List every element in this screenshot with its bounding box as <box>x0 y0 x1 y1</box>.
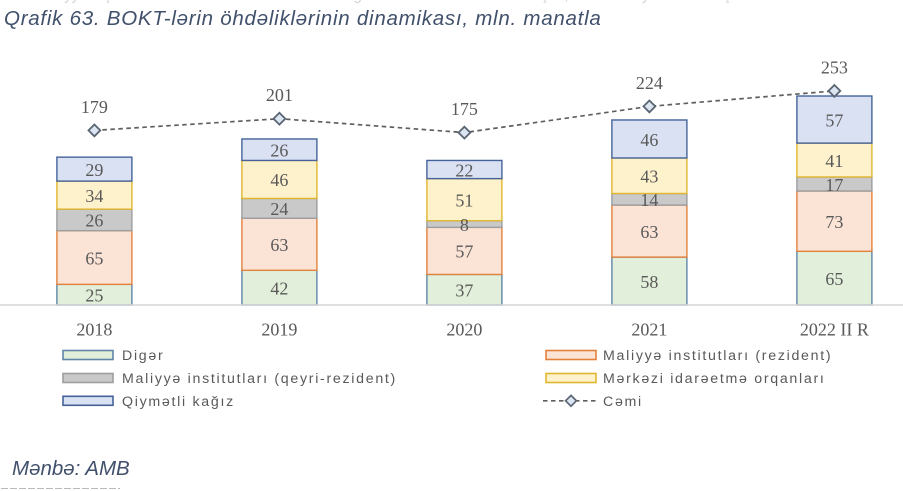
svg-text:17: 17 <box>825 175 843 195</box>
svg-text:2021: 2021 <box>631 320 667 340</box>
svg-text:Qiymətli kağız: Qiymətli kağız <box>122 394 235 410</box>
svg-text:175: 175 <box>451 99 478 119</box>
svg-text:51: 51 <box>455 191 473 211</box>
svg-text:43: 43 <box>640 167 658 187</box>
svg-text:Digər: Digər <box>122 348 164 364</box>
svg-text:179: 179 <box>81 97 108 117</box>
svg-text:37: 37 <box>455 281 473 301</box>
svg-text:58: 58 <box>640 272 658 292</box>
svg-text:46: 46 <box>640 130 658 150</box>
svg-text:24: 24 <box>270 199 288 219</box>
svg-text:22: 22 <box>455 160 473 180</box>
svg-text:26: 26 <box>270 141 288 161</box>
svg-text:34: 34 <box>85 186 103 206</box>
svg-text:Cəmi: Cəmi <box>603 394 643 410</box>
svg-text:46: 46 <box>270 170 288 190</box>
svg-text:65: 65 <box>825 269 843 289</box>
svg-text:63: 63 <box>270 235 288 255</box>
svg-text:26: 26 <box>85 211 103 231</box>
svg-text:2020: 2020 <box>446 320 482 340</box>
svg-text:57: 57 <box>455 242 473 262</box>
svg-text:2018: 2018 <box>76 320 112 340</box>
svg-text:8: 8 <box>460 215 469 235</box>
svg-text:42: 42 <box>270 279 288 299</box>
svg-text:65: 65 <box>85 248 103 268</box>
svg-text:63: 63 <box>640 222 658 242</box>
svg-text:Maliyyə institutları (qeyri-re: Maliyyə institutları (qeyri-rezident) <box>122 371 397 387</box>
svg-text:29: 29 <box>85 160 103 180</box>
svg-text:41: 41 <box>825 151 843 171</box>
svg-text:Maliyyə institutları (rezident: Maliyyə institutları (rezident) <box>603 348 832 364</box>
svg-text:2019: 2019 <box>261 320 297 340</box>
svg-text:Mərkəzi idarəetmə orqanları: Mərkəzi idarəetmə orqanları <box>603 371 826 387</box>
svg-text:224: 224 <box>636 73 663 93</box>
svg-text:57: 57 <box>825 110 843 130</box>
svg-text:2022 II R: 2022 II R <box>800 320 869 340</box>
svg-text:201: 201 <box>266 85 293 105</box>
svg-text:14: 14 <box>640 190 658 210</box>
svg-text:253: 253 <box>821 57 848 77</box>
svg-text:25: 25 <box>85 286 103 306</box>
svg-text:73: 73 <box>825 212 843 232</box>
